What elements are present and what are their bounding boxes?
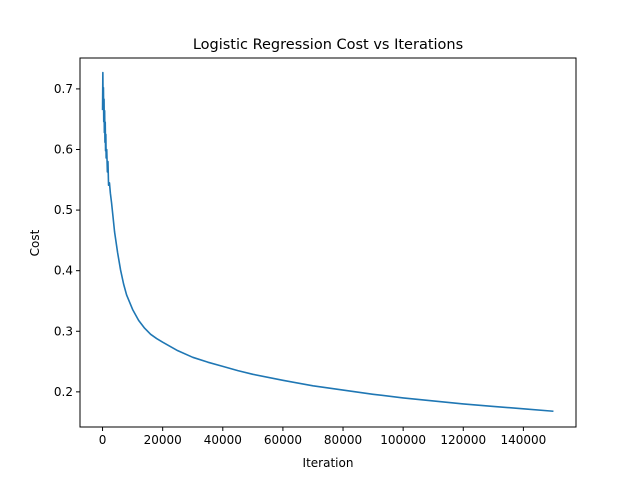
y-tick-label: 0.7: [54, 82, 73, 96]
chart-title: Logistic Regression Cost vs Iterations: [193, 37, 463, 53]
y-tick-label: 0.2: [54, 385, 73, 399]
y-axis-label: Cost: [28, 229, 42, 256]
y-axis-ticks: 0.2 0.3 0.4 0.5 0.6 0.7: [54, 82, 80, 399]
x-axis-ticks: 0 20000 40000 60000 80000 100000 120000 140000: [99, 427, 546, 447]
y-tick-label: 0.5: [54, 203, 73, 217]
cost-series-line: [101, 71, 554, 413]
y-tick-label: 0.4: [54, 264, 73, 278]
y-tick-label: 0.3: [54, 324, 73, 338]
x-tick-label: 80000: [324, 433, 362, 447]
plot-frame: [79, 57, 577, 428]
y-tick-label: 0.6: [54, 142, 73, 156]
x-axis-label: Iteration: [303, 456, 354, 470]
x-tick-label: 40000: [204, 433, 242, 447]
x-tick-label: 140000: [500, 433, 546, 447]
x-tick-label: 60000: [264, 433, 302, 447]
x-tick-label: 20000: [144, 433, 182, 447]
x-tick-label: 120000: [440, 433, 486, 447]
x-tick-label: 0: [99, 433, 107, 447]
x-tick-label: 100000: [380, 433, 426, 447]
